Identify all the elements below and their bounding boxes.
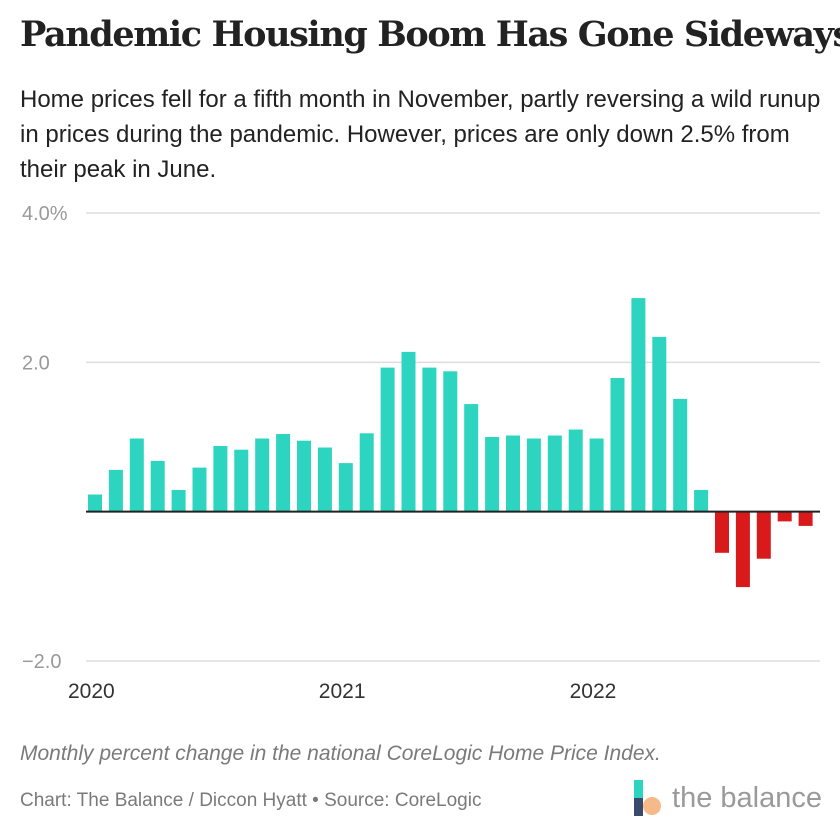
bar: May 2021: 1.93: [422, 367, 437, 512]
y-tick-label: 4.0%: [22, 203, 68, 225]
chart-note: Monthly percent change in the national C…: [20, 742, 661, 765]
bar: Mar 2022: 2.86: [631, 298, 646, 512]
bar: Feb 2020: 0.56: [108, 469, 123, 512]
bar: Nov 2022: -0.19: [798, 511, 813, 526]
bar: Apr 2021: 2.14: [401, 351, 416, 512]
bar: Jun 2021: 1.88: [443, 371, 458, 512]
bar: Mar 2020: 0.98: [129, 438, 144, 512]
bar: Feb 2022: 1.79: [610, 378, 625, 512]
grid-lines: [86, 212, 820, 662]
bar: Nov 2020: 0.95: [297, 440, 311, 512]
bar: Jul 2021: 1.44: [464, 404, 479, 512]
y-tick-label: −2.0: [22, 651, 61, 673]
bar: Jun 2022: 0.29: [694, 490, 709, 512]
bar: Jan 2020: 0.23: [88, 494, 102, 512]
chart-credit: Chart: The Balance / Diccon Hyatt • Sour…: [20, 790, 482, 811]
bar: Sep 2022: -0.63: [756, 511, 771, 559]
bar: Jun 2020: 0.59: [192, 467, 207, 512]
bar: Jul 2022: -0.55: [715, 511, 729, 553]
logo-mark-icon: [634, 780, 662, 816]
bar: Dec 2020: 0.86: [317, 447, 332, 512]
bar: May 2022: 1.51: [673, 398, 688, 512]
bar: Mar 2021: 1.93: [380, 367, 395, 512]
bar: Oct 2022: -0.13: [777, 511, 792, 522]
bar: Dec 2021: 1.1: [568, 429, 583, 512]
bar: Feb 2021: 1.05: [359, 433, 374, 512]
bar: May 2020: 0.29: [171, 490, 186, 512]
bar: Oct 2020: 1.04: [276, 434, 291, 512]
x-tick-label: 2022: [570, 680, 617, 703]
bar: Aug 2022: -1.01: [735, 511, 750, 588]
bar: Jan 2022: 0.98: [589, 438, 604, 512]
bar: Apr 2022: 2.34: [652, 336, 667, 512]
chart-title: Pandemic Housing Boom Has Gone Sideways: [20, 14, 840, 55]
bar: Oct 2021: 0.98: [526, 438, 541, 512]
y-tick-label: 2.0: [22, 352, 50, 374]
bar: Apr 2020: 0.68: [150, 460, 165, 512]
bar: Sep 2021: 1.02: [506, 435, 520, 512]
bar: Aug 2021: 1: [485, 437, 500, 512]
logo-text: the balance: [672, 781, 822, 814]
bar: Sep 2020: 0.98: [255, 438, 270, 512]
bar: Nov 2021: 1.02: [547, 435, 562, 512]
axes: 4.0% 2.0 −2.0 2020 2021 2022: [22, 203, 820, 703]
x-tick-label: 2020: [68, 680, 115, 703]
chart-subtitle: Home prices fell for a fifth month in No…: [20, 86, 821, 183]
brand-logo: the balance: [632, 780, 822, 816]
bars: Jan 2020: 0.23 Feb 2020: 0.56 Mar 2020: 0.…: [88, 298, 813, 588]
bar: Aug 2020: 0.83: [234, 449, 249, 512]
bar-chart: Jan 2020: 0.23 Feb 2020: 0.56 Mar 2020: 0.…: [22, 203, 820, 703]
x-tick-label: 2021: [319, 680, 366, 703]
bar: Jul 2020: 0.88: [213, 446, 228, 512]
bar: Jan 2021: 0.65: [338, 463, 353, 512]
